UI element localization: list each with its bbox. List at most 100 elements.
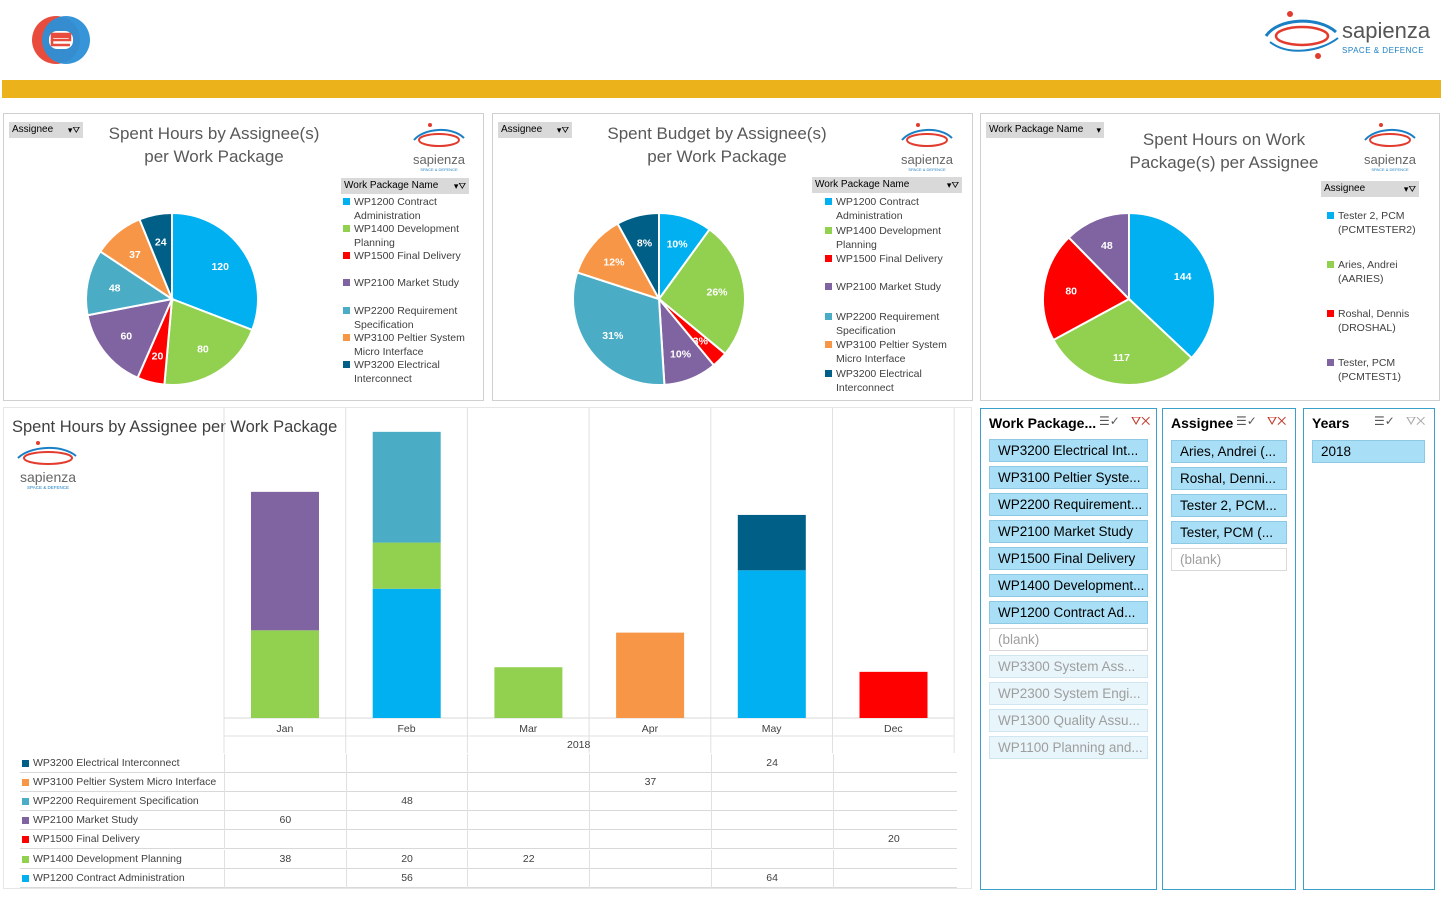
legend-swatch xyxy=(825,313,832,320)
legend-item[interactable]: WP2200 Requirement Specification xyxy=(825,310,939,338)
legend-item[interactable]: WP2200 Requirement Specification xyxy=(343,304,457,332)
legend-swatch xyxy=(343,252,350,259)
bar-segment[interactable] xyxy=(737,514,806,571)
table-cell: 48 xyxy=(345,792,468,812)
pie-slice[interactable] xyxy=(1128,211,1216,360)
table-cell: 60 xyxy=(224,811,346,831)
legend-label-cont: Administration xyxy=(354,210,421,222)
legend-item[interactable]: WP3200 Electrical Interconnect xyxy=(825,367,922,395)
slicer-item[interactable]: Tester 2, PCM... xyxy=(1171,494,1287,517)
pie-slice[interactable] xyxy=(572,271,666,386)
legend-item[interactable]: WP1500 Final Delivery xyxy=(343,249,461,263)
slicer-item[interactable]: (blank) xyxy=(989,628,1148,651)
bar-segment[interactable] xyxy=(372,431,441,543)
slicer-item[interactable]: 2018 xyxy=(1312,440,1425,463)
filter-icon: ▾⛛ xyxy=(556,125,569,135)
legend-label: Roshal, Dennis xyxy=(1338,308,1410,320)
pie-slice[interactable] xyxy=(138,211,173,300)
legend-item[interactable]: Roshal, Dennis (DROSHAL) xyxy=(1327,307,1409,335)
table-cell xyxy=(832,868,955,888)
pie-slice[interactable] xyxy=(163,297,254,386)
legend-item[interactable]: WP1400 Development Planning xyxy=(825,224,941,252)
legend-item[interactable]: Aries, Andrei (AARIES) xyxy=(1327,258,1398,286)
clear-filter-icon[interactable]: ⛛✕ xyxy=(1406,414,1426,428)
clear-filter-icon[interactable]: ⛛✕ xyxy=(1267,414,1287,428)
bar-segment[interactable] xyxy=(494,667,563,718)
slicer-item[interactable]: WP1200 Contract Ad... xyxy=(989,601,1148,624)
legend-item[interactable]: WP3100 Peltier System Micro Interface xyxy=(825,338,947,366)
work-package-name-filter-button[interactable]: Work Package Name ▾⛛ xyxy=(341,178,469,194)
table-cell xyxy=(589,868,711,888)
svg-text:SPACE & DEFENCE: SPACE & DEFENCE xyxy=(1371,167,1409,172)
legend-label: Tester 2, PCM xyxy=(1338,210,1405,222)
header-gold-bar xyxy=(2,80,1441,98)
legend-label-cont: Specification xyxy=(354,319,414,331)
slicer-item[interactable]: (blank) xyxy=(1171,548,1287,571)
slicer-item[interactable]: Roshal, Denni... xyxy=(1171,467,1287,490)
slicer-item[interactable]: WP2200 Requirement... xyxy=(989,493,1148,516)
pie-slice[interactable] xyxy=(657,228,746,356)
table-cell: 24 xyxy=(710,754,833,773)
bar-segment[interactable] xyxy=(859,671,928,718)
table-cell xyxy=(467,792,589,812)
svg-text:SPACE & DEFENCE: SPACE & DEFENCE xyxy=(420,167,458,172)
legend-item[interactable]: WP1400 Development Planning xyxy=(343,222,459,250)
pie-slice[interactable] xyxy=(1042,236,1131,342)
legend-label-cont: Micro Interface xyxy=(836,353,906,365)
clear-filter-icon[interactable]: ⛛✕ xyxy=(1131,414,1151,428)
table-cell xyxy=(710,792,833,812)
sapienza-logo-text: sapienza xyxy=(1342,18,1431,43)
assignee-filter-button[interactable]: Assignee ▾⛛ xyxy=(9,122,83,138)
slicer-item[interactable]: WP3300 System Ass... xyxy=(989,655,1148,678)
legend-item[interactable]: Tester, PCM (PCMTEST1) xyxy=(1327,356,1401,384)
legend-label: WP3200 Electrical xyxy=(354,359,440,371)
bar-segment[interactable] xyxy=(251,630,319,718)
multi-select-icon[interactable]: ☰✓ xyxy=(1374,414,1395,428)
assignee-filter-button[interactable]: Assignee ▾⛛ xyxy=(1321,181,1419,197)
slicer-item[interactable]: WP2100 Market Study xyxy=(989,520,1148,543)
slicer-item[interactable]: WP1300 Quality Assu... xyxy=(989,709,1148,732)
pie-slice[interactable] xyxy=(171,211,259,332)
pie-slice[interactable] xyxy=(1052,297,1194,386)
slicer-item[interactable]: WP1100 Planning and... xyxy=(989,736,1148,759)
work-package-name-filter-button[interactable]: Work Package Name ▾⛛ xyxy=(812,177,962,193)
legend-item[interactable]: WP1200 Contract Administration xyxy=(825,195,919,223)
x-tick-label: Feb xyxy=(398,723,416,735)
table-cell xyxy=(832,849,955,869)
pie-slice[interactable] xyxy=(1067,211,1130,302)
bar-segment[interactable] xyxy=(737,570,806,718)
slicer-item[interactable]: Tester, PCM (... xyxy=(1171,521,1287,544)
work-package-name-filter-button[interactable]: Work Package Name ▾ xyxy=(986,122,1104,138)
legend-swatch xyxy=(1327,212,1334,219)
multi-select-icon[interactable]: ☰✓ xyxy=(1099,414,1120,428)
e-logo xyxy=(30,14,92,66)
bar-segment[interactable] xyxy=(372,588,441,718)
legend-item[interactable]: WP3100 Peltier System Micro Interface xyxy=(343,331,465,359)
table-row: WP2200 Requirement Specification 48 xyxy=(20,792,957,812)
slicer-item[interactable]: WP1500 Final Delivery xyxy=(989,547,1148,570)
legend-item[interactable]: Tester 2, PCM (PCMTESTER2) xyxy=(1327,209,1416,237)
table-cell xyxy=(467,811,589,831)
slicer-item[interactable]: WP1400 Development... xyxy=(989,574,1148,597)
bar-segment[interactable] xyxy=(372,542,441,589)
bar-segment[interactable] xyxy=(616,632,685,718)
bar-segment[interactable] xyxy=(251,491,319,631)
pie-chart-hours: 120 80 20 60 48 37 24 xyxy=(85,211,259,386)
legend-item[interactable]: WP1200 Contract Administration xyxy=(343,195,437,223)
pie-slice[interactable] xyxy=(616,211,660,300)
assignee-filter-button[interactable]: Assignee ▾⛛ xyxy=(498,122,572,138)
slicer-item[interactable]: WP3200 Electrical Int... xyxy=(989,439,1148,462)
pie-slice[interactable] xyxy=(85,250,175,317)
multi-select-icon[interactable]: ☰✓ xyxy=(1236,414,1257,428)
legend-item[interactable]: WP2100 Market Study xyxy=(343,276,459,290)
slicer-item[interactable]: Aries, Andrei (... xyxy=(1171,440,1287,463)
table-cell: 38 xyxy=(224,849,346,869)
pie-slice[interactable] xyxy=(86,297,174,380)
pie-slice[interactable] xyxy=(575,222,662,301)
slicer-item[interactable]: WP2300 System Engi... xyxy=(989,682,1148,705)
legend-item[interactable]: WP2100 Market Study xyxy=(825,280,941,294)
legend-item[interactable]: WP3200 Electrical Interconnect xyxy=(343,358,440,386)
legend-item[interactable]: WP1500 Final Delivery xyxy=(825,252,943,266)
slicer-work-package: Work Package... ☰✓ ⛛✕ WP3200 Electrical … xyxy=(980,408,1157,890)
slicer-item[interactable]: WP3100 Peltier Syste... xyxy=(989,466,1148,489)
